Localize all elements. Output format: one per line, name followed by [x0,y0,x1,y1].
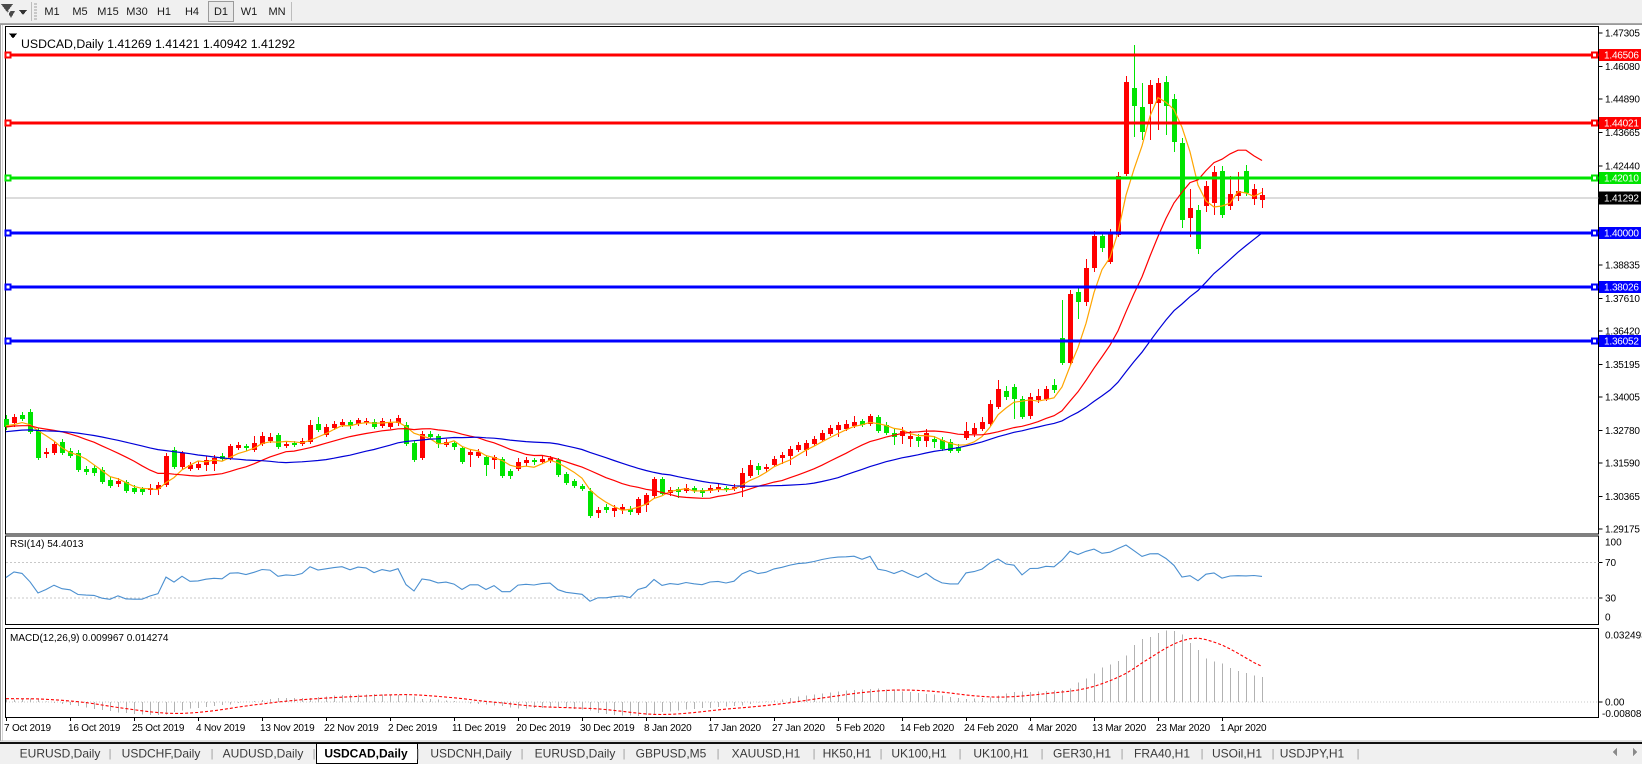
svg-text:|: | [880,748,883,760]
svg-text:30: 30 [1605,594,1617,605]
svg-text:1.37610: 1.37610 [1605,294,1640,305]
svg-text:USDCNH,Daily: USDCNH,Daily [430,747,511,761]
svg-text:13 Nov 2019: 13 Nov 2019 [260,723,315,734]
svg-text:MACD(12,26,9) 0.009967 0.01427: MACD(12,26,9) 0.009967 0.014274 [10,633,169,644]
svg-text:|: | [417,748,420,760]
svg-text:25 Oct 2019: 25 Oct 2019 [132,723,185,734]
svg-text:GBPUSD,M5: GBPUSD,M5 [636,747,707,761]
svg-text:23 Mar 2020: 23 Mar 2020 [1156,723,1211,734]
svg-text:|: | [1272,748,1275,760]
svg-text:M30: M30 [126,6,147,18]
svg-text:EURUSD,Daily: EURUSD,Daily [20,747,101,761]
svg-text:1.38835: 1.38835 [1605,260,1640,271]
svg-text:1.36052: 1.36052 [1604,337,1639,348]
svg-text:1.46506: 1.46506 [1604,51,1639,62]
svg-text:2 Dec 2019: 2 Dec 2019 [388,723,438,734]
svg-text:|: | [211,748,214,760]
svg-text:EURUSD,Daily: EURUSD,Daily [535,747,616,761]
svg-text:1 Apr 2020: 1 Apr 2020 [1220,723,1267,734]
svg-text:1.44021: 1.44021 [1604,119,1639,130]
svg-text:1.47305: 1.47305 [1605,29,1640,40]
svg-text:8 Jan 2020: 8 Jan 2020 [644,723,692,734]
svg-text:1.38026: 1.38026 [1604,283,1639,294]
svg-text:UK100,H1: UK100,H1 [973,747,1029,761]
svg-text:M1: M1 [44,6,59,18]
svg-text:22 Nov 2019: 22 Nov 2019 [324,723,379,734]
svg-text:1.31590: 1.31590 [1605,459,1640,470]
svg-text:1.41292: 1.41292 [1604,194,1639,205]
svg-text:W1: W1 [241,6,258,18]
svg-text:|: | [1357,748,1360,760]
svg-text:|: | [521,748,524,760]
svg-text:MN: MN [268,6,285,18]
svg-text:|: | [1121,748,1124,760]
svg-text:|: | [109,748,112,760]
svg-text:USOil,H1: USOil,H1 [1212,747,1262,761]
svg-text:20 Dec 2019: 20 Dec 2019 [516,723,571,734]
svg-text:RSI(14) 54.4013: RSI(14) 54.4013 [10,539,84,550]
svg-text:1.42010: 1.42010 [1604,174,1639,185]
svg-text:30 Dec 2019: 30 Dec 2019 [580,723,635,734]
svg-text:1.44890: 1.44890 [1605,95,1640,106]
svg-text:1.34005: 1.34005 [1605,393,1640,404]
svg-text:1.36420: 1.36420 [1605,327,1640,338]
svg-text:1.30365: 1.30365 [1605,492,1640,503]
svg-text:1.43665: 1.43665 [1605,128,1640,139]
svg-text:|: | [1201,748,1204,760]
svg-text:USDCAD,Daily: USDCAD,Daily [324,747,408,761]
svg-text:M15: M15 [97,6,118,18]
svg-text:|: | [717,748,720,760]
svg-text:UK100,H1: UK100,H1 [891,747,947,761]
svg-text:AUDUSD,Daily: AUDUSD,Daily [223,747,304,761]
svg-text:|: | [313,748,316,760]
svg-text:11 Dec 2019: 11 Dec 2019 [452,723,506,734]
svg-text:14 Feb 2020: 14 Feb 2020 [900,723,955,734]
svg-text:1.29175: 1.29175 [1605,525,1640,536]
svg-text:GER30,H1: GER30,H1 [1053,747,1111,761]
svg-text:HK50,H1: HK50,H1 [823,747,872,761]
svg-text:USDJPY,H1: USDJPY,H1 [1280,747,1345,761]
svg-text:USDCHF,Daily: USDCHF,Daily [122,747,201,761]
svg-text:|: | [1041,748,1044,760]
svg-text:1.35195: 1.35195 [1605,360,1640,371]
svg-text:|: | [813,748,816,760]
svg-text:0.00: 0.00 [1605,698,1625,709]
svg-text:H1: H1 [157,6,171,18]
svg-text:70: 70 [1605,558,1617,569]
svg-text:4 Nov 2019: 4 Nov 2019 [196,723,246,734]
svg-text:FRA40,H1: FRA40,H1 [1134,747,1190,761]
svg-text:1.42440: 1.42440 [1605,162,1640,173]
svg-text:-0.008086: -0.008086 [1602,709,1642,720]
svg-text:7 Oct 2019: 7 Oct 2019 [4,723,52,734]
svg-text:27 Jan 2020: 27 Jan 2020 [772,723,825,734]
svg-text:1.46080: 1.46080 [1605,62,1640,73]
svg-text:0.032493: 0.032493 [1605,631,1642,642]
svg-text:100: 100 [1605,538,1622,549]
svg-text:H4: H4 [185,6,199,18]
svg-text:0: 0 [1605,613,1611,624]
svg-text:D1: D1 [214,6,228,18]
svg-text:5 Feb 2020: 5 Feb 2020 [836,723,885,734]
svg-text:|: | [623,748,626,760]
svg-text:4 Mar 2020: 4 Mar 2020 [1028,723,1077,734]
svg-text:M5: M5 [72,6,87,18]
svg-text:13 Mar 2020: 13 Mar 2020 [1092,723,1147,734]
svg-text:USDCAD,Daily 1.41269 1.41421 1: USDCAD,Daily 1.41269 1.41421 1.40942 1.4… [21,37,295,51]
svg-text:|: | [959,748,962,760]
svg-text:XAUUSD,H1: XAUUSD,H1 [732,747,801,761]
svg-text:1.40000: 1.40000 [1604,229,1639,240]
svg-text:1.32780: 1.32780 [1605,426,1640,437]
svg-text:17 Jan 2020: 17 Jan 2020 [708,723,761,734]
svg-text:16 Oct 2019: 16 Oct 2019 [68,723,121,734]
svg-text:24 Feb 2020: 24 Feb 2020 [964,723,1019,734]
